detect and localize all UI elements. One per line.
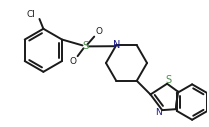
Text: N: N bbox=[155, 108, 162, 117]
Text: O: O bbox=[69, 57, 76, 66]
Text: N: N bbox=[113, 40, 120, 50]
Text: O: O bbox=[96, 27, 103, 36]
Text: S: S bbox=[165, 75, 171, 85]
Text: Cl: Cl bbox=[26, 10, 35, 19]
Text: S: S bbox=[82, 41, 89, 51]
